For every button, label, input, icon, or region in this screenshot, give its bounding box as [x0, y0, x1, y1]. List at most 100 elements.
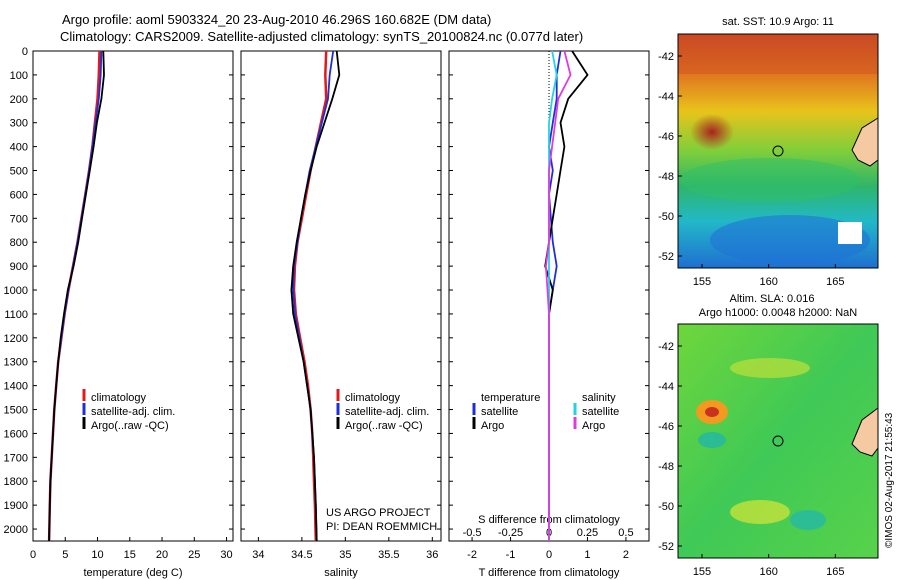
sst-map-title: sat. SST: 10.9 Argo: 11: [722, 16, 834, 28]
sla-float-position: [772, 435, 784, 447]
depth-tick-label: 600: [10, 189, 28, 201]
x-tick-label: 15: [124, 549, 136, 561]
map-lat-tick-label: -50: [658, 501, 674, 513]
sla-map-title-1: Altim. SLA: 0.016: [730, 293, 815, 305]
legend-label: satellite: [481, 406, 518, 418]
depth-tick-label: 700: [10, 213, 28, 225]
x-tick-label: 25: [188, 549, 200, 561]
depth-tick-label: 1500: [4, 405, 28, 417]
sla-map-frame: [677, 323, 879, 559]
x-tick-label: 5: [62, 549, 68, 561]
legend-header-salinity: salinity: [582, 392, 616, 404]
series-line-argo---raw--qc-: [48, 50, 105, 542]
project-line-2: PI: DEAN ROEMMICH: [326, 521, 437, 533]
legend-label: Argo: [481, 420, 504, 432]
map-lat-tick-label: -44: [658, 91, 674, 103]
depth-tick-label: 1900: [4, 500, 28, 512]
depth-tick-label: 1800: [4, 476, 28, 488]
map-lon-tick-label: 160: [759, 566, 777, 578]
sla-low-2: [790, 510, 826, 530]
title-line-2: Climatology: CARS2009. Satellite-adjuste…: [60, 29, 584, 44]
depth-tick-label: 500: [10, 166, 28, 178]
sst-float-position: [772, 145, 784, 157]
map-lat-tick-label: -52: [658, 541, 674, 553]
x2-tick-label: 0.5: [618, 527, 633, 539]
map-lat-tick-label: -50: [658, 211, 674, 223]
x-tick-label: -2: [467, 549, 477, 561]
x2-tick-label: -0.25: [498, 527, 523, 539]
x-tick-label: 10: [91, 549, 103, 561]
x-tick-label: 20: [156, 549, 168, 561]
x-tick-label: 34.5: [291, 549, 312, 561]
depth-tick-label: 1600: [4, 428, 28, 440]
map-lat-tick-label: -48: [658, 461, 674, 473]
depth-tick-label: 300: [10, 118, 28, 130]
map-lat-tick-label: -42: [658, 341, 674, 353]
map-lat-tick-label: -46: [658, 131, 674, 143]
profile-panel-3: -2 -1 0 1 2T difference from climatology -0.5…: [448, 50, 650, 579]
depth-tick-label: 0: [22, 46, 28, 58]
legend-label: satellite: [582, 406, 619, 418]
depth-tick-label: 400: [10, 142, 28, 154]
map-lon-tick-label: 165: [826, 276, 844, 288]
map-lon-tick-label: 155: [693, 276, 711, 288]
title-line-1: Argo profile: aoml 5903324_20 23-Aug-201…: [62, 12, 492, 27]
depth-tick-label: 1100: [4, 309, 28, 321]
x-tick-label: 30: [220, 549, 232, 561]
sst-green-patch: [680, 158, 860, 202]
legend-label: Argo: [582, 420, 605, 432]
x-tick-label: 35.5: [378, 549, 399, 561]
panel-frame: [240, 50, 442, 542]
depth-tick-label: 800: [10, 237, 28, 249]
depth-tick-label: 1200: [4, 333, 28, 345]
x2-tick-label: 0.25: [577, 527, 598, 539]
x-tick-label: 34: [252, 549, 264, 561]
legend-header-temperature: temperature: [481, 392, 540, 404]
x-tick-label: 35: [339, 549, 351, 561]
sst-map: sat. SST: 10.9 Argo: 11 -42 -44 -46 -48 -50 -…: [658, 16, 879, 288]
x-tick-label: 2: [623, 549, 629, 561]
x-axis-label: temperature (deg C): [83, 567, 182, 579]
sst-cold-patch: [710, 215, 870, 265]
panel-frame: [32, 50, 234, 542]
imos-footer: ©IMOS 02-Aug-2017 21:55:43: [884, 412, 895, 548]
depth-tick-label: 1300: [4, 357, 28, 369]
legend-label: satellite-adj. clim.: [91, 406, 175, 418]
sst-map-warm-band: [678, 34, 878, 74]
x-tick-label: 36: [426, 549, 438, 561]
sla-high-1-core: [705, 407, 719, 417]
map-lat-tick-label: -48: [658, 171, 674, 183]
sla-low-1: [698, 432, 726, 448]
map-lon-tick-label: 160: [759, 276, 777, 288]
sla-high-2: [730, 358, 810, 378]
map-lat-tick-label: -46: [658, 421, 674, 433]
legend-label: satellite-adj. clim.: [345, 406, 429, 418]
profile-panel-1: 0100200300400500600700800900100011001200…: [4, 46, 234, 579]
sla-high-3: [730, 500, 790, 524]
legend-label: Argo(..raw -QC): [91, 420, 169, 432]
map-lon-tick-label: 165: [826, 566, 844, 578]
project-line-1: US ARGO PROJECT: [326, 507, 431, 519]
legend-label: climatology: [91, 392, 147, 404]
x-tick-label: -1: [506, 549, 516, 561]
map-lon-tick-label: 155: [693, 566, 711, 578]
x-axis-label: T difference from climatology: [479, 567, 620, 579]
depth-tick-label: 1400: [4, 381, 28, 393]
depth-tick-label: 900: [10, 261, 28, 273]
sst-warm-eddy: [690, 114, 734, 150]
sla-map-title-2: Argo h1000: 0.0048 h2000: NaN: [699, 307, 857, 319]
series-line-argo---raw--qc-: [290, 50, 341, 542]
depth-tick-label: 200: [10, 94, 28, 106]
depth-tick-label: 2000: [4, 524, 28, 536]
legend-label: Argo(..raw -QC): [345, 420, 423, 432]
profile-panel-2: 34 34.5 35 35.5 36 salinity climatology satelli…: [240, 50, 442, 579]
depth-tick-label: 100: [10, 70, 28, 82]
sst-nodata-patch: [838, 222, 862, 244]
legend-label: climatology: [345, 392, 401, 404]
x-tick-label: 0: [30, 549, 36, 561]
map-lat-tick-label: -44: [658, 381, 674, 393]
x-axis-label: salinity: [324, 567, 358, 579]
depth-tick-label: 1000: [4, 285, 28, 297]
series-line-salinity-argo: [544, 50, 572, 541]
